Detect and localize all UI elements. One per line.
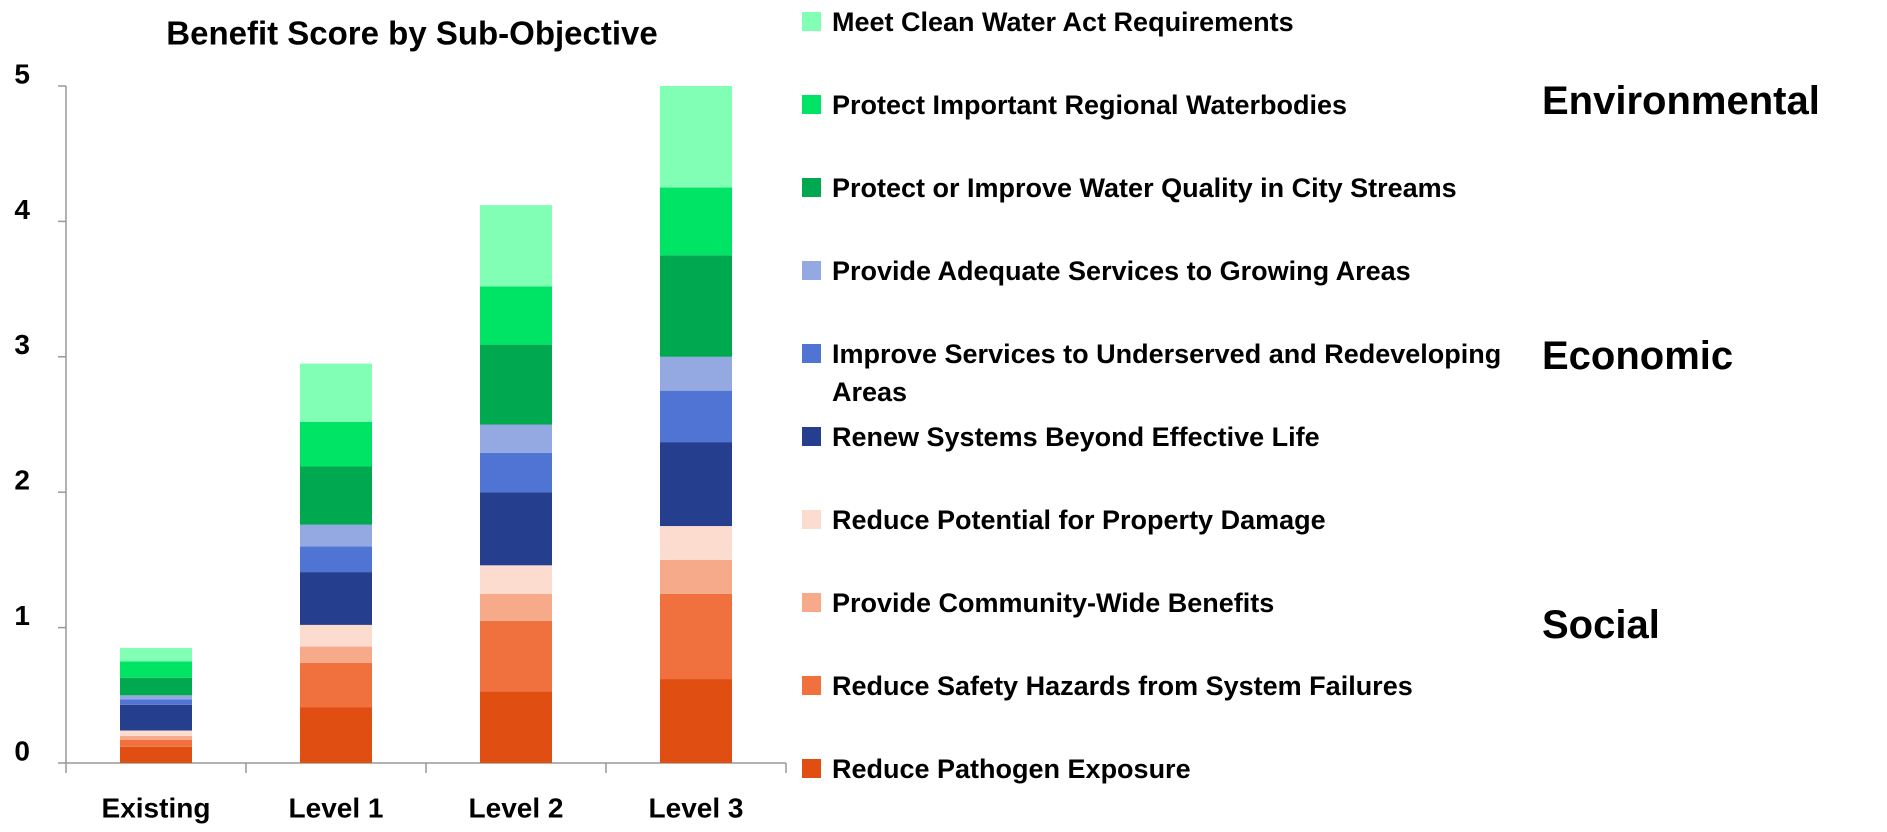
- legend-swatch: [802, 344, 821, 363]
- bar-segment: [120, 677, 192, 696]
- legend-label: Improve Services to Underserved and Rede…: [832, 339, 1502, 407]
- legend-label: Reduce Safety Hazards from System Failur…: [832, 671, 1413, 701]
- group-label: Environmental: [1542, 79, 1820, 123]
- bar-segment: [480, 424, 552, 453]
- legend-item: Protect or Improve Water Quality in City…: [802, 169, 1522, 207]
- bar-segment: [300, 624, 372, 647]
- legend-swatch: [802, 261, 821, 280]
- bar-segment: [660, 356, 732, 391]
- bar-segment: [660, 86, 732, 188]
- group-label: Economic: [1542, 334, 1734, 378]
- x-tick-label: Existing: [102, 792, 211, 823]
- x-tick-label: Level 2: [469, 792, 564, 823]
- legend-item: Reduce Potential for Property Damage: [802, 501, 1522, 539]
- legend-swatch: [802, 510, 821, 529]
- legend-item: Meet Clean Water Act Requirements: [802, 3, 1522, 41]
- bar-segment: [660, 255, 732, 357]
- y-tick-label: 4: [14, 194, 30, 225]
- bar-segment: [120, 704, 192, 731]
- legend-swatch: [802, 95, 821, 114]
- bar-segment: [660, 526, 732, 560]
- bar-segment: [120, 730, 192, 736]
- bar-segment: [480, 344, 552, 425]
- bar-segment: [120, 647, 192, 662]
- bar-segment: [660, 187, 732, 256]
- bar-segment: [480, 205, 552, 287]
- bar-segment: [300, 707, 372, 763]
- bar-segment: [480, 452, 552, 493]
- bar-segment: [120, 739, 192, 747]
- chart-title: Benefit Score by Sub-Objective: [166, 15, 657, 52]
- bar-segment: [120, 699, 192, 705]
- bar-segment: [300, 662, 372, 708]
- legend-label: Meet Clean Water Act Requirements: [832, 7, 1294, 37]
- legend-label: Reduce Pathogen Exposure: [832, 754, 1191, 784]
- legend-item: Improve Services to Underserved and Rede…: [802, 335, 1522, 411]
- bar-segment: [660, 593, 732, 680]
- bar-segment: [300, 421, 372, 467]
- bar-segment: [120, 746, 192, 763]
- y-tick-label: 1: [14, 600, 30, 631]
- bar-segment: [660, 390, 732, 443]
- legend-swatch: [802, 178, 821, 197]
- bar-segment: [480, 286, 552, 345]
- bar-segment: [120, 661, 192, 678]
- legend-item: Renew Systems Beyond Effective Life: [802, 418, 1522, 456]
- legend-label: Protect Important Regional Waterbodies: [832, 90, 1348, 120]
- legend-label: Provide Community-Wide Benefits: [832, 588, 1275, 618]
- bar-segment: [660, 442, 732, 527]
- bar-segment: [660, 679, 732, 763]
- legend-swatch: [802, 593, 821, 612]
- bar-segment: [480, 565, 552, 594]
- legend-item: Provide Adequate Services to Growing Are…: [802, 252, 1522, 290]
- y-tick-label: 0: [14, 735, 30, 766]
- legend-swatch: [802, 427, 821, 446]
- legend-item: Protect Important Regional Waterbodies: [802, 86, 1522, 124]
- legend-swatch: [802, 12, 821, 31]
- legend-swatch: [802, 759, 821, 778]
- legend-swatch: [802, 676, 821, 695]
- bar-segment: [480, 691, 552, 763]
- legend-label: Provide Adequate Services to Growing Are…: [832, 256, 1411, 286]
- bar-segment: [300, 572, 372, 625]
- x-tick-label: Level 3: [649, 792, 744, 823]
- y-tick-label: 5: [14, 58, 30, 89]
- bar-segment: [300, 466, 372, 525]
- bar-segment: [480, 593, 552, 621]
- bar-segment: [120, 695, 192, 700]
- bar-segment: [120, 735, 192, 740]
- legend-label: Protect or Improve Water Quality in City…: [832, 173, 1457, 203]
- y-tick-label: 2: [14, 465, 30, 496]
- y-tick-label: 3: [14, 329, 30, 360]
- bar-segment: [300, 546, 372, 573]
- bar-segment: [300, 646, 372, 663]
- legend-item: Provide Community-Wide Benefits: [802, 584, 1522, 622]
- legend-item: Reduce Pathogen Exposure: [802, 750, 1522, 788]
- legend-item: Reduce Safety Hazards from System Failur…: [802, 667, 1522, 705]
- x-tick-label: Level 1: [289, 792, 384, 823]
- bar-segment: [480, 620, 552, 692]
- bar-segment: [300, 363, 372, 422]
- legend-label: Renew Systems Beyond Effective Life: [832, 422, 1320, 452]
- bar-segment: [300, 524, 372, 547]
- bar-segment: [480, 492, 552, 566]
- legend-label: Reduce Potential for Property Damage: [832, 505, 1326, 535]
- bar-segment: [660, 559, 732, 594]
- group-label: Social: [1542, 603, 1660, 647]
